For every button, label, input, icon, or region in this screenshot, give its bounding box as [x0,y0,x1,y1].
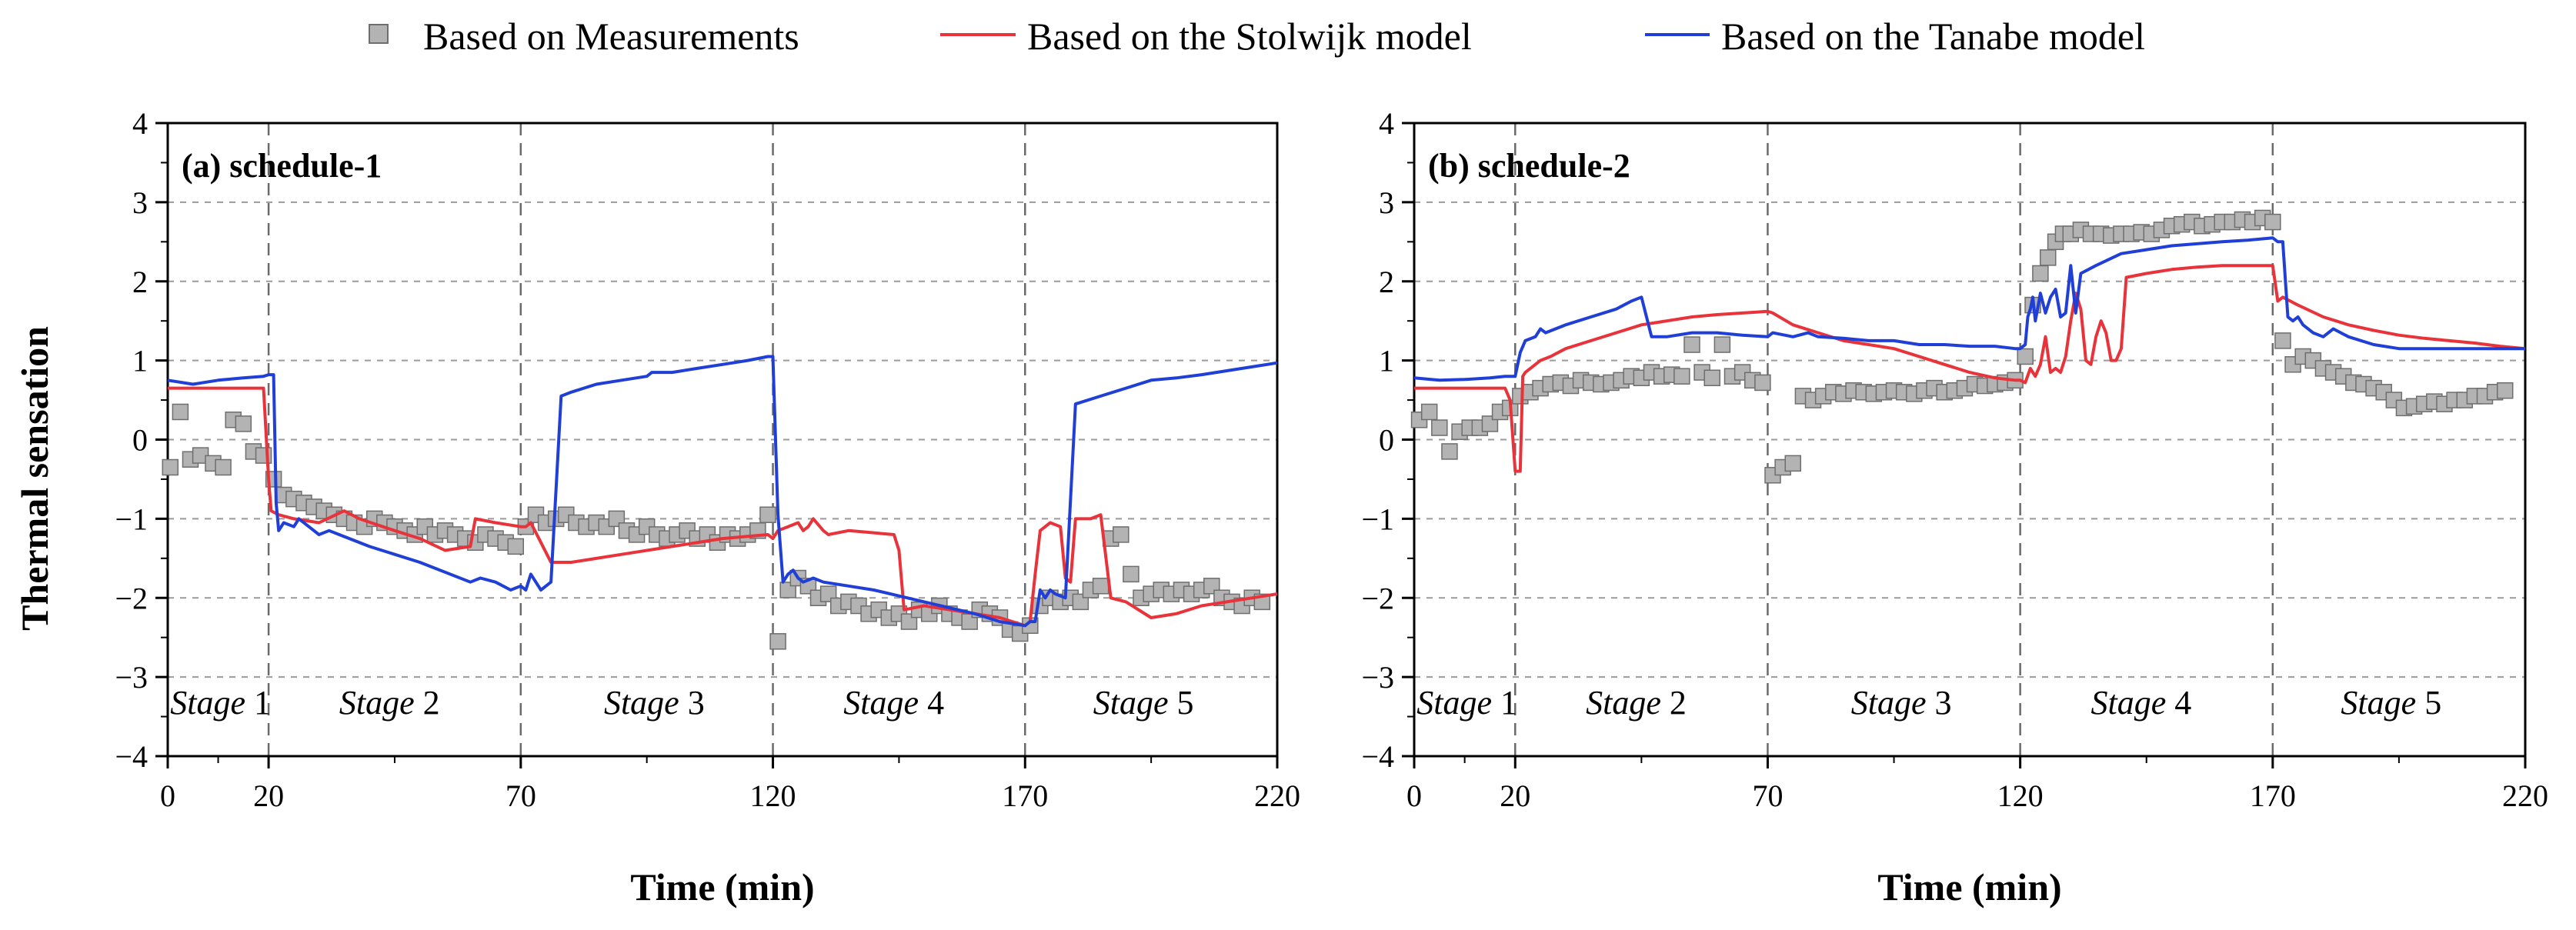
panel-a-y-tick-label--3: −3 [115,660,148,695]
panel-a-measurement-point [172,404,188,419]
panel-b-measurement-point [1714,337,1730,352]
panel-b-stage-label-number: 3 [1927,684,1952,722]
panel-b-y-tick-label--2: −2 [1361,581,1394,615]
panel-b-stage-label-number: 1 [1492,684,1517,722]
panel-a-stage-label-word: Stage [1093,684,1169,722]
panel-b-stage-label-5: Stage 5 [2341,684,2441,722]
panel-a-y-tick-label-3: 3 [132,185,148,220]
panel-a-stage-label-word: Stage [843,684,919,722]
panel-b-y-tick-label-3: 3 [1379,185,1394,220]
panel-b-y-tick-label--1: −1 [1361,502,1394,536]
panel-b-stage-label-3: Stage 3 [1851,684,1952,722]
panel-b-tanabe-line [1414,238,2525,380]
panel-a-stage-label-number: 1 [245,684,271,722]
panel-a-stage-label-2: Stage 2 [339,684,440,722]
panel-b-stage-label-4: Stage 4 [2091,684,2192,722]
panel-b-measurement-point [2275,333,2291,348]
panel-a-y-tick-label-1: 1 [132,344,148,378]
panel-b-stage-label-1: Stage 1 [1416,684,1517,722]
panel-b-measurement-point [1422,404,1437,419]
panel-a-x-tick-label-0: 0 [160,778,175,813]
panel-b-x-tick-label-120: 120 [1997,778,2044,813]
panel-b-stage-label-number: 4 [2166,684,2191,722]
panel-b-x-axis-title: Time (min) [1877,865,2061,908]
panel-a: −4 −3 −2 −1 0 1 2 3 4 0 20 70 120 170 220 Time (min) (a)… [115,106,1300,908]
panel-a-stage-label-number: 3 [679,684,705,722]
panel-a-y-tick-label--1: −1 [115,502,148,536]
legend-measurements-label: Based on Measurements [423,15,799,58]
panel-b-x-tick-label-70: 70 [1752,778,1783,813]
panel-a-measurement-point [1123,566,1139,582]
panel-a-measurement-point [1113,527,1129,542]
panel-a-stage-label-3: Stage 3 [604,684,705,722]
panel-b-x-tick-label-20: 20 [1500,778,1530,813]
panel-b-y-tick-label-1: 1 [1379,344,1394,378]
panel-b-stage-label-2: Stage 2 [1586,684,1687,722]
panel-b-measurement-point [2040,250,2056,265]
panel-a-y-tick-label-2: 2 [132,265,148,299]
panel-a-y-tick-label--4: −4 [115,739,148,774]
panel-a-measurement-point [770,634,786,649]
panel-b-y-tick-label-4: 4 [1379,106,1394,141]
legend-stolwijk-label: Based on the Stolwijk model [1027,15,1472,58]
panel-b-measurement-point [1442,444,1457,459]
panel-a-measurement-point [162,460,178,475]
panel-a-y-tick-label-4: 4 [132,106,148,141]
panel-a-stage-label-number: 5 [1169,684,1194,722]
panel-a-stage-label-4: Stage 4 [843,684,944,722]
panel-a-y-tick-label-0: 0 [132,423,148,458]
panel-b-stage-label-word: Stage [1586,684,1661,722]
panel-a-x-tick-label-20: 20 [253,778,284,813]
panel-b-measurement-point [1755,375,1770,390]
panel-b-y-tick-label-2: 2 [1379,265,1394,299]
panel-b-stage-label-number: 5 [2416,684,2441,722]
panel-a-x-tick-label-120: 120 [750,778,796,813]
panel-a-stage-label-1: Stage 1 [170,684,271,722]
panel-b-measurement-point [1785,455,1800,471]
panel-a-stage-label-word: Stage [170,684,245,722]
panel-a-measurement-point [508,538,523,554]
panel-b-stage-label-word: Stage [1851,684,1927,722]
panel-b-measurement-point [2498,383,2513,398]
panel-b-y-tick-label--3: −3 [1361,660,1394,695]
panel-b-stage-label-word: Stage [2091,684,2167,722]
panel-a-measurement-point [235,416,251,432]
panel-b-measurement-point [2265,215,2281,230]
panel-a-stage-label-word: Stage [604,684,679,722]
panel-b: −4 −3 −2 −1 0 1 2 3 4 0 20 70 120 170 220 Time (min) (b)… [1361,106,2548,908]
panel-a-x-axis-title: Time (min) [630,865,814,908]
legend-tanabe-label: Based on the Tanabe model [1721,15,2145,58]
panel-b-measurement-point [2017,348,2033,364]
panel-b-panel-title: (b) schedule-2 [1428,147,1630,185]
panel-a-stage-label-5: Stage 5 [1093,684,1194,722]
panel-a-measurement-point [760,507,776,522]
panel-b-measurement-point [1684,337,1700,352]
panel-a-panel-title: (a) schedule-1 [182,147,382,185]
panel-b-stage-label-word: Stage [1416,684,1492,722]
y-axis-title: Thermal sensation [13,326,56,631]
legend-measurements-marker [369,25,388,43]
panel-a-stage-label-word: Stage [339,684,415,722]
panel-a-measurement-point [215,460,231,475]
panel-a-x-tick-label-220: 220 [1254,778,1300,813]
panel-b-x-tick-label-220: 220 [2502,778,2548,813]
panel-b-stage-label-number: 2 [1661,684,1687,722]
panel-a-stage-label-number: 4 [919,684,944,722]
panel-b-x-tick-label-170: 170 [2250,778,2296,813]
panel-b-stage-label-word: Stage [2341,684,2416,722]
panel-b-y-tick-label-0: 0 [1379,423,1394,458]
panel-a-y-tick-label--2: −2 [115,581,148,615]
panel-a-measurement-point [1093,578,1109,594]
panel-b-x-tick-label-0: 0 [1406,778,1422,813]
panel-b-measurement-point [1432,420,1447,435]
legend: Based on Measurements Based on the Stolw… [369,15,2145,58]
panel-a-x-tick-label-170: 170 [1002,778,1048,813]
panel-b-y-tick-label--4: −4 [1361,739,1394,774]
panel-a-stage-label-number: 2 [415,684,440,722]
panel-b-measurement-point [2033,265,2048,281]
panel-b-measurement-point [1674,368,1690,384]
panel-a-x-tick-label-70: 70 [506,778,536,813]
panel-b-measurement-point [1704,370,1720,385]
